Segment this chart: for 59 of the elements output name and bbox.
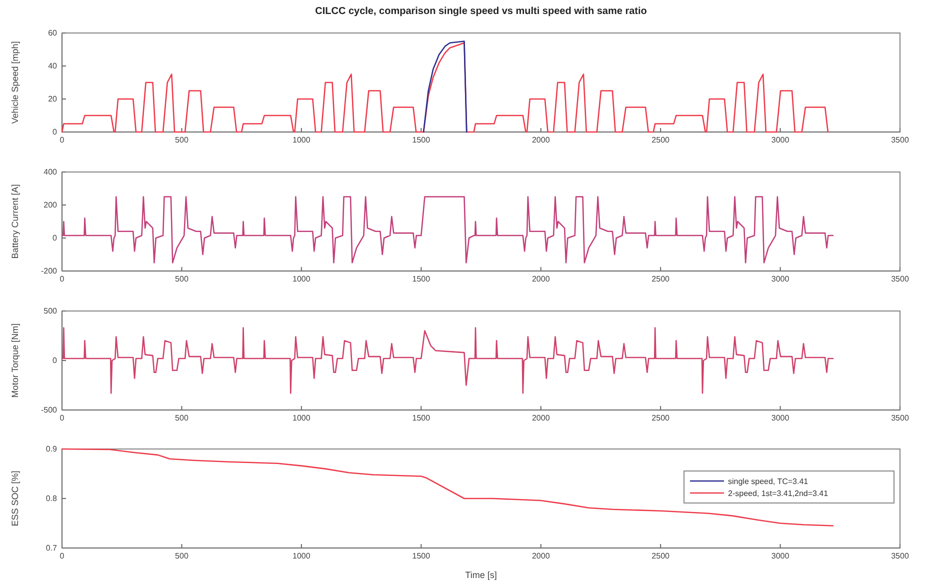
x-tick-label: 0 bbox=[60, 414, 65, 423]
x-tick-label: 3500 bbox=[891, 552, 910, 561]
x-tick-label: 3000 bbox=[771, 274, 790, 284]
x-tick-label: 3000 bbox=[771, 552, 790, 561]
x-tick-label: 1500 bbox=[412, 414, 431, 423]
x-tick-label: 1000 bbox=[292, 414, 311, 423]
x-tick-label: 1500 bbox=[412, 552, 431, 561]
x-tick-label: 1500 bbox=[412, 274, 431, 284]
y-tick-label: 0 bbox=[52, 234, 58, 243]
y-axis-title: Battery Current [A] bbox=[10, 184, 20, 259]
line-series bbox=[61, 196, 834, 264]
y-tick-label: 20 bbox=[48, 94, 58, 104]
x-tick-label: 500 bbox=[175, 274, 189, 284]
y-tick-label: -200 bbox=[40, 266, 58, 276]
x-tick-label: 0 bbox=[60, 552, 65, 561]
y-tick-label: 0.7 bbox=[46, 544, 58, 553]
chart-title: CILCC cycle, comparison single speed vs multi speed with same ratio bbox=[315, 6, 647, 17]
y-tick-label: 500 bbox=[44, 306, 58, 316]
legend-label: 2-speed, 1st=3.41,2nd=3.41 bbox=[728, 489, 829, 498]
x-tick-label: 3500 bbox=[891, 136, 910, 145]
y-tick-label: 200 bbox=[44, 200, 58, 210]
y-tick-label: 0 bbox=[52, 128, 58, 137]
x-tick-label: 3000 bbox=[771, 414, 790, 423]
x-tick-label: 3500 bbox=[891, 274, 910, 284]
y-axis-title: Vehicle Speed [mph] bbox=[10, 41, 20, 124]
x-axis-title: Time [s] bbox=[465, 570, 497, 580]
x-tick-label: 1000 bbox=[292, 274, 311, 284]
x-tick-label: 2000 bbox=[532, 274, 550, 284]
x-tick-label: 2500 bbox=[652, 552, 670, 561]
x-tick-label: 500 bbox=[175, 552, 189, 561]
y-tick-label: 400 bbox=[44, 168, 58, 177]
x-tick-label: 0 bbox=[60, 274, 65, 284]
x-tick-label: 500 bbox=[175, 414, 189, 423]
y-tick-label: 40 bbox=[48, 62, 58, 71]
x-tick-label: 3500 bbox=[891, 414, 910, 423]
legend-label: single speed, TC=3.41 bbox=[728, 477, 809, 486]
x-tick-label: 2000 bbox=[532, 136, 550, 145]
x-tick-label: 500 bbox=[175, 136, 189, 145]
y-tick-label: 0.9 bbox=[46, 444, 58, 454]
x-tick-label: 2000 bbox=[532, 414, 550, 423]
y-tick-label: 0 bbox=[52, 356, 58, 366]
line-series bbox=[61, 42, 829, 133]
y-tick-label: 0.8 bbox=[46, 494, 58, 504]
x-tick-label: 1000 bbox=[292, 552, 311, 561]
line-series bbox=[61, 448, 834, 526]
y-axis-title: ESS SOC [%] bbox=[10, 470, 20, 526]
x-tick-label: 2500 bbox=[652, 274, 670, 284]
y-axis-title: Motor Torque [Nm] bbox=[10, 323, 20, 398]
y-tick-label: -500 bbox=[40, 406, 58, 415]
x-tick-label: 2000 bbox=[532, 552, 550, 561]
x-tick-label: 2500 bbox=[652, 136, 670, 145]
x-tick-label: 2500 bbox=[652, 414, 670, 423]
y-tick-label: 60 bbox=[48, 28, 58, 38]
x-tick-label: 1000 bbox=[292, 136, 311, 145]
line-series bbox=[422, 40, 468, 133]
x-tick-label: 3000 bbox=[771, 136, 790, 145]
line-series bbox=[61, 327, 834, 394]
x-tick-label: 0 bbox=[60, 136, 65, 145]
x-tick-label: 1500 bbox=[412, 136, 431, 145]
